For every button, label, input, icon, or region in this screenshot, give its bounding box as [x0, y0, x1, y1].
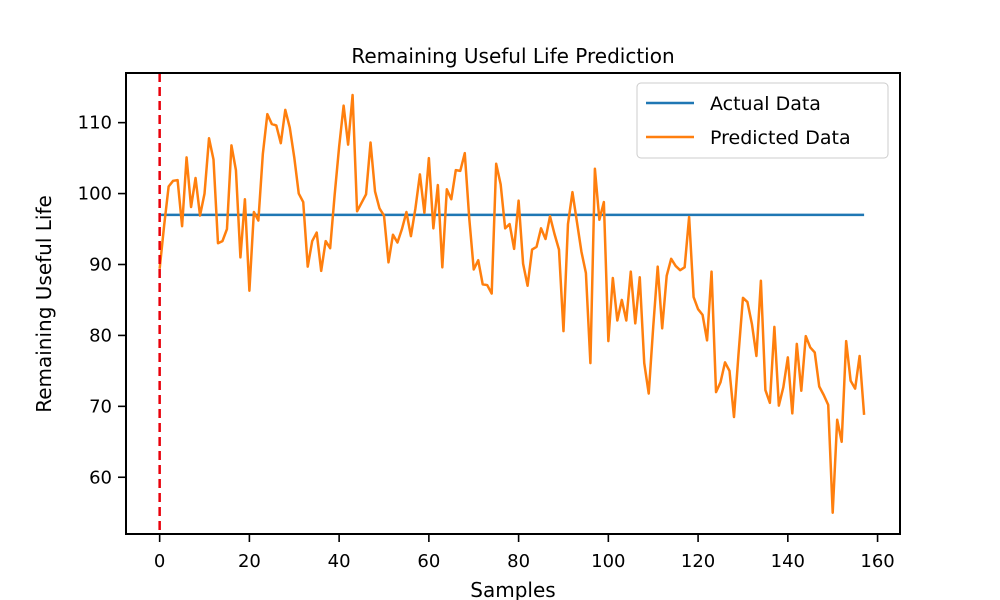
legend-label-actual-data: Actual Data — [710, 93, 821, 115]
x-tick-label: 100 — [591, 551, 625, 572]
x-tick-label: 120 — [681, 551, 715, 572]
series-line-predicted-data — [158, 93, 866, 514]
legend: Actual Data Predicted Data — [636, 82, 889, 159]
x-axis: 0 20 40 60 80 100 120 140 160 — [154, 534, 895, 572]
x-tick-label: 20 — [238, 551, 261, 572]
y-axis-label: Remaining Useful Life — [32, 195, 56, 413]
chart-title: Remaining Useful Life Prediction — [351, 44, 674, 68]
legend-label-predicted-data: Predicted Data — [710, 127, 851, 149]
x-tick-label: 60 — [417, 551, 440, 572]
plot-area — [158, 73, 866, 534]
y-axis: 60 70 80 90 100 110 — [78, 113, 126, 488]
y-tick-label: 110 — [78, 113, 112, 134]
x-tick-label: 40 — [328, 551, 351, 572]
y-tick-label: 100 — [78, 184, 112, 205]
x-axis-label: Samples — [470, 578, 555, 600]
x-tick-label: 80 — [507, 551, 530, 572]
x-tick-label: 140 — [771, 551, 805, 572]
y-tick-label: 80 — [89, 325, 112, 346]
legend-frame — [636, 82, 889, 159]
y-tick-label: 70 — [89, 396, 112, 417]
y-tick-label: 60 — [89, 467, 112, 488]
x-tick-label: 0 — [154, 551, 165, 572]
y-tick-label: 90 — [89, 254, 112, 275]
x-tick-label: 160 — [860, 551, 894, 572]
plot-frame — [125, 72, 901, 535]
